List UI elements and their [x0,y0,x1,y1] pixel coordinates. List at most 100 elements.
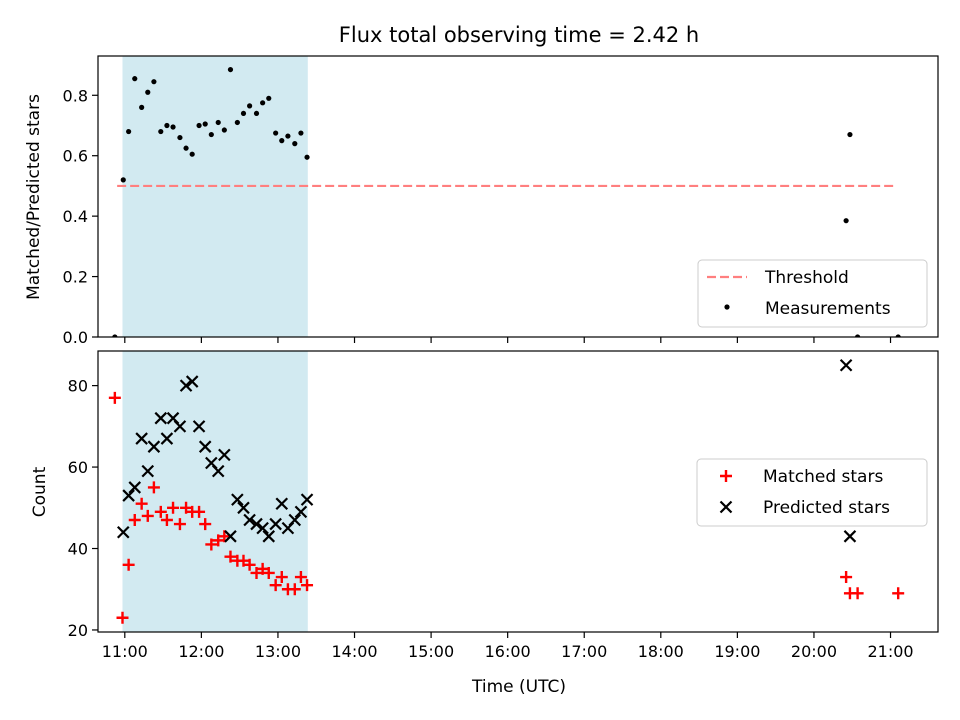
predicted-star-point [135,432,148,445]
matched-star-point [250,566,263,579]
predicted-star-point [839,358,853,372]
measurement-point [234,119,240,126]
predicted-star-point [269,517,282,531]
measurement-point [247,103,253,109]
matched-star-point [167,501,180,514]
observing-span-1 [122,351,308,632]
matched-star-point [193,505,206,518]
x-tick-label: 19:00 [714,642,760,661]
matched-star-point [294,571,307,584]
predicted-star-point [288,513,302,527]
y-tick-label: 0.8 [63,86,88,105]
measurement-point [260,100,266,106]
measurement-point [854,334,861,337]
x-tick-label: 18:00 [638,642,684,661]
x-tick-label: 12:00 [178,642,224,661]
measurement-point [170,124,176,130]
legend-measurements-swatch [724,304,730,310]
x-tick-label: 15:00 [408,642,454,661]
predicted-star-point [122,489,135,502]
measurement-point [126,128,132,135]
measurement-point [215,119,221,126]
measurement-point [189,151,195,157]
matched-star-point [288,583,301,596]
predicted-star-point [262,530,276,543]
y-axis-label-bottom: Count [30,466,50,517]
y-tick-label: 40 [68,540,88,559]
predicted-star-point [256,521,269,535]
legend-matched-swatch [720,470,732,482]
plot-frame-0 [97,55,939,338]
matched-star-point [262,566,275,579]
matched-star-point [224,550,237,563]
matched-star-point [892,587,905,600]
x-tick-label: 14:00 [331,642,377,661]
measurement-point [183,145,189,151]
matched-star-point [116,611,129,624]
markers-0 [112,66,901,337]
measurement-point [139,104,145,110]
measurement-point [120,177,126,183]
predicted-star-point [128,481,142,494]
matched-star-point [128,514,141,527]
x-tick-label: 20:00 [791,642,837,661]
y-tick-label: 60 [68,458,88,477]
measurement-point [279,138,285,144]
matched-star-point [275,571,288,584]
measurement-point [895,334,901,337]
measurement-point [112,334,118,337]
legend-count: Matched stars Predicted stars [696,458,928,527]
predicted-star-point [211,464,225,478]
legend-matched-label: Matched stars [763,467,883,487]
measurement-point [285,133,291,139]
y-axis-label-top: Matched/Predicted stars [24,94,44,300]
predicted-star-point [250,517,263,531]
x-axis-label: Time (UTC) [471,677,566,697]
predicted-star-point [173,420,187,433]
measurement-point [177,134,183,141]
matched-star-point [218,530,231,543]
measurement-point [164,122,170,129]
legend-threshold-label: Threshold [764,268,849,288]
matched-star-point [141,509,154,522]
measurement-point [151,79,157,85]
measurement-point [221,127,227,133]
matched-star-point [269,579,282,592]
legend-measurements-label: Measurements [765,299,891,319]
y-tick-label: 0.2 [63,268,88,287]
measurement-point [158,128,164,135]
panel-ratio: Matched/Predicted stars 0.0 0.2 0.4 0.6 0.8 T… [24,55,939,347]
x-tick-label: 16:00 [485,642,531,661]
matched-star-point [173,518,186,531]
predicted-star-point [179,379,193,392]
matched-star-point [180,501,193,514]
measurement-point [208,131,214,138]
predicted-star-point [243,513,256,527]
predicted-star-point [294,505,308,519]
matched-star-point [147,481,160,494]
measurement-point [227,66,234,73]
panel-count: Count 20 40 60 80 11:00 12:00 13:00 14:00 15:00 1… [30,350,939,661]
x-tick-label: 11:00 [102,642,148,661]
chart-title: Flux total observing time = 2.42 h [339,23,699,47]
x-tick-label: 17:00 [561,642,607,661]
matched-star-point [212,534,225,547]
x-tick-label: 13:00 [255,642,301,661]
matched-star-point [851,587,864,600]
matched-star-point [199,518,212,531]
matched-star-point [108,391,121,404]
predicted-star-point [185,375,199,388]
measurement-point [843,218,849,224]
predicted-star-point [843,530,857,543]
y-tick-label: 0.4 [63,207,88,226]
y-tick-label: 80 [68,377,88,396]
matched-star-point [154,505,167,518]
predicted-star-point [218,448,231,462]
measurement-point [273,130,279,136]
y-tick-label: 0.0 [63,328,88,347]
matched-star-point [301,579,314,592]
predicted-star-point [160,432,174,445]
predicted-star-point [147,440,161,453]
measurement-point [132,76,138,82]
